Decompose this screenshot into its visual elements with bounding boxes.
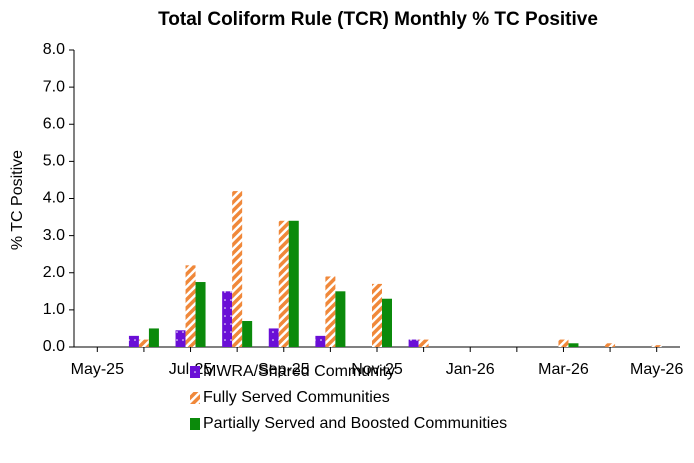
legend-swatch: [190, 366, 200, 378]
bar: [325, 276, 336, 347]
x-tick-label: May-26: [630, 361, 683, 378]
bar: [288, 220, 299, 347]
y-tick-label: 4.0: [43, 190, 65, 207]
legend-label: MWRA/Shared Community: [203, 363, 395, 380]
legend-label: Fully Served Communities: [203, 389, 390, 406]
bar: [242, 321, 253, 347]
bar: [138, 339, 149, 347]
y-tick-label: 0.0: [43, 338, 65, 355]
bar: [372, 283, 382, 347]
x-tick-label: Sep-25: [258, 361, 310, 378]
bar: [418, 339, 429, 347]
y-tick-label: 1.0: [43, 301, 65, 318]
y-tick-label: 3.0: [43, 227, 65, 244]
bar: [558, 339, 569, 347]
legend-label: Partially Served and Boosted Communities: [203, 415, 507, 432]
bar: [185, 265, 196, 347]
bar: [195, 282, 206, 347]
x-tick-label: May-25: [71, 361, 124, 378]
bar: [148, 328, 159, 347]
bar: [335, 291, 346, 347]
bar: [568, 343, 579, 347]
x-tick-label: Nov-25: [351, 361, 403, 378]
x-tick-label: Mar-26: [538, 361, 589, 378]
y-tick-label: 6.0: [43, 115, 65, 132]
x-tick-label: Jan-26: [446, 361, 495, 378]
bar: [175, 330, 186, 347]
bar: [605, 343, 616, 347]
y-tick-label: 5.0: [43, 153, 65, 170]
bar: [232, 191, 243, 347]
bar: [268, 328, 279, 347]
y-tick-label: 8.0: [43, 41, 65, 58]
bar: [278, 220, 289, 347]
legend-swatch: [190, 418, 200, 430]
y-axis-label: % TC Positive: [9, 150, 26, 250]
bar: [222, 291, 233, 347]
y-tick-label: 7.0: [43, 78, 65, 95]
legend-swatch: [190, 392, 200, 404]
chart-title: Total Coliform Rule (TCR) Monthly % TC P…: [158, 9, 598, 30]
bar: [408, 339, 419, 347]
bar: [315, 335, 326, 347]
bar: [651, 345, 662, 347]
bar: [128, 335, 139, 347]
y-tick-label: 2.0: [43, 264, 65, 281]
bar: [382, 298, 392, 347]
